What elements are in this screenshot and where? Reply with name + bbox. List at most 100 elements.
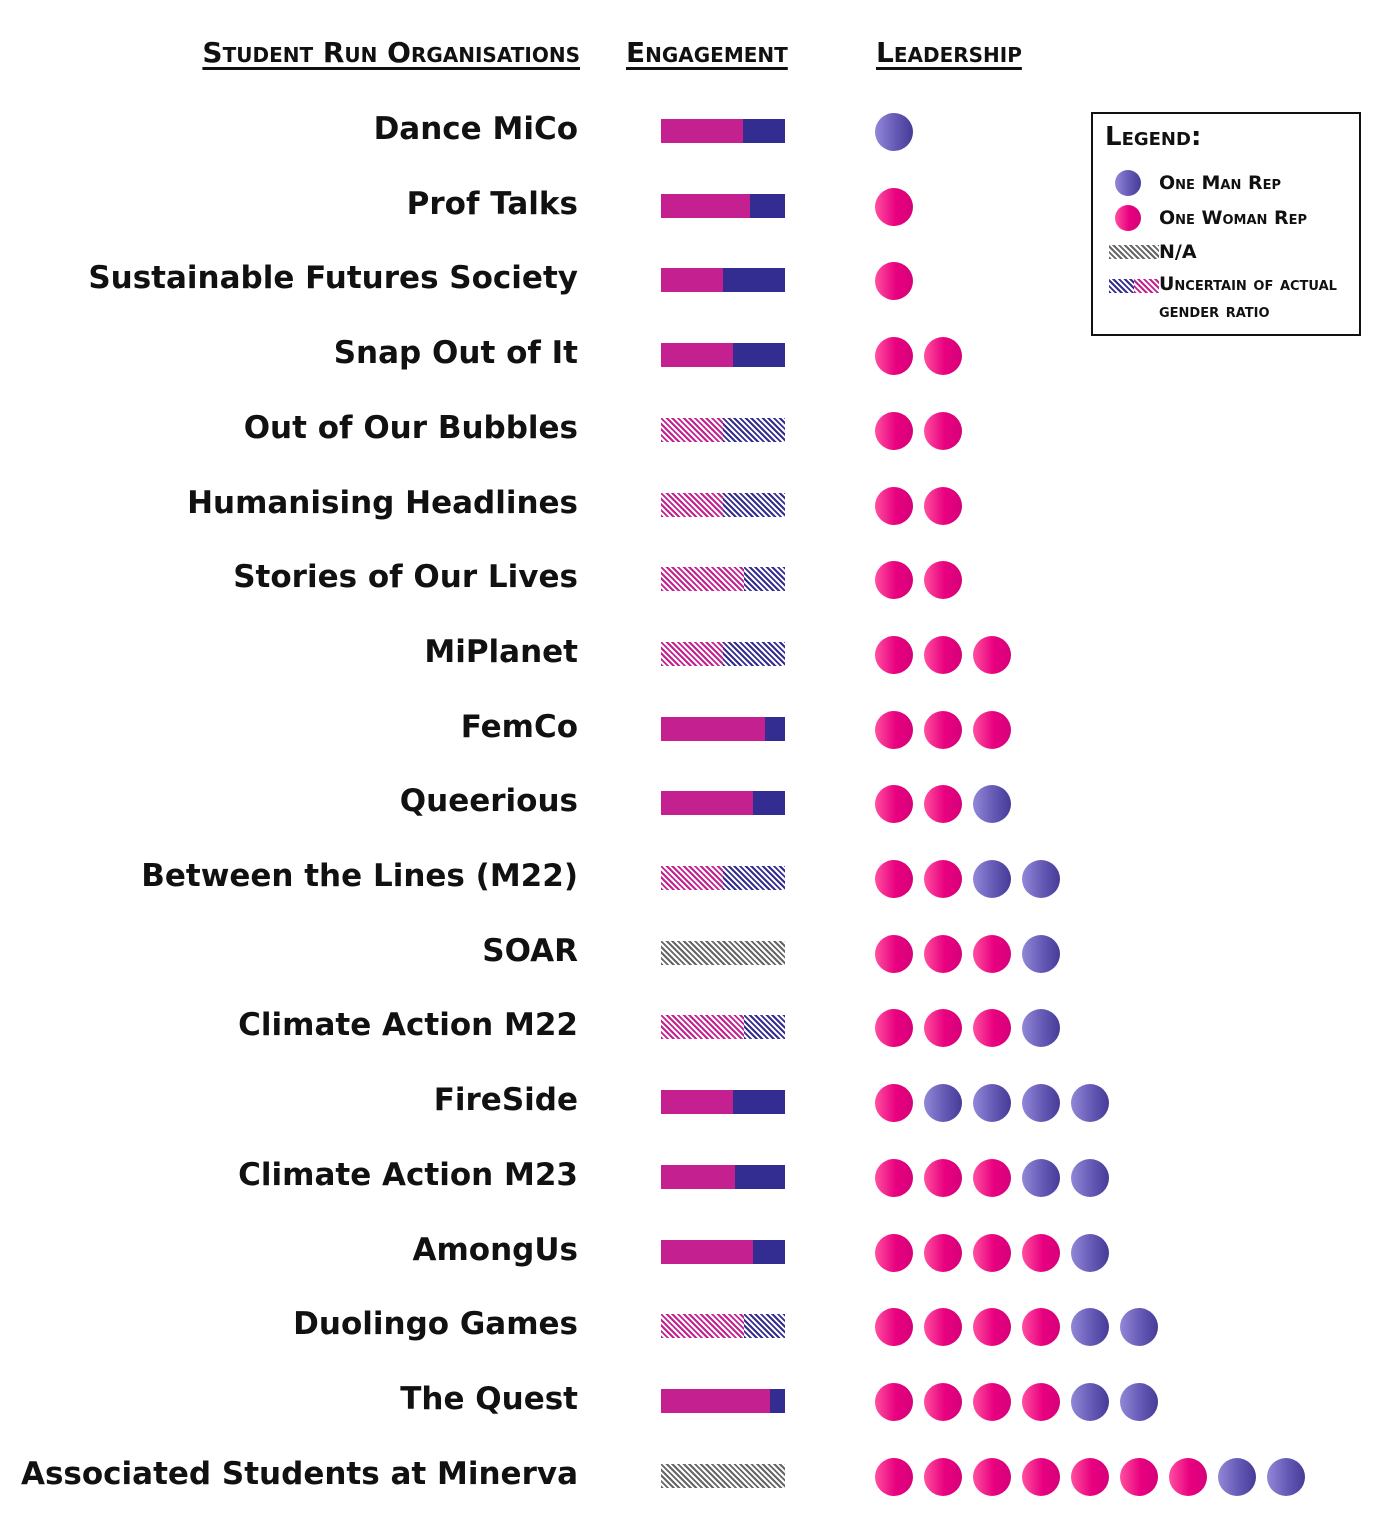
org-name: The Quest [400,1380,578,1417]
org-row: Dance MiCo [0,95,1378,170]
woman-rep-dot [1022,1233,1060,1272]
org-row: MiPlanet [0,618,1378,693]
man-rep-dot [1022,860,1060,898]
engagement-bar [661,492,785,517]
engagement-woman-segment [661,716,766,741]
org-name: MiPlanet [424,633,578,670]
engagement-woman-segment [661,119,743,143]
leadership-dots [875,1158,1109,1197]
leadership-dots [875,1233,1109,1272]
org-row: Between the Lines (M22) [0,842,1378,917]
org-row: FireSide [0,1066,1378,1141]
woman-rep-dot [973,1158,1011,1197]
org-name: Between the Lines (M22) [141,858,578,894]
engagement-man-segment [744,1015,785,1040]
engagement-woman-segment [661,193,751,218]
man-rep-dot [1022,1084,1060,1123]
woman-rep-dot [973,710,1011,749]
man-rep-dot [1071,1308,1109,1347]
engagement-woman-segment [661,417,723,442]
org-row: AmongUs [0,1216,1378,1291]
woman-rep-dot [875,710,913,749]
woman-rep-dot [973,1233,1011,1272]
org-row: Queerious [0,767,1378,842]
engagement-bar [661,1090,785,1115]
woman-rep-dot [1120,1457,1158,1496]
org-row: The Quest [0,1365,1378,1440]
engagement-man-segment [750,193,785,218]
leadership-dots [875,1308,1158,1347]
engagement-woman-segment [661,1314,745,1339]
engagement-bar [661,1164,785,1189]
engagement-man-segment [723,492,785,517]
engagement-man-segment [723,268,785,293]
woman-rep-dot [924,337,962,376]
engagement-man-segment [723,417,785,442]
org-name: Stories of Our Lives [233,559,578,596]
woman-rep-dot [924,934,962,973]
legend-label-uncertain: Uncertain of actual gender ratio [1159,273,1337,322]
woman-rep-dot [875,1158,913,1197]
org-row: Humanising Headlines [0,469,1378,544]
engagement-woman-segment [661,866,723,890]
woman-rep-dot [875,411,913,450]
engagement-bar [661,940,785,965]
woman-rep-icon [1115,205,1141,231]
engagement-man-segment [770,1388,785,1413]
engagement-man-segment [744,1314,785,1339]
man-rep-dot [875,113,913,151]
leadership-dots [875,187,913,226]
engagement-man-segment [742,119,785,143]
woman-rep-dot [924,1233,962,1272]
woman-rep-dot [924,1009,962,1048]
organisations-header: Student Run Organisations [202,36,580,69]
woman-rep-dot [875,337,913,376]
leadership-dots [875,785,1011,824]
woman-rep-dot [924,860,962,898]
org-name: Snap Out of It [333,335,578,372]
org-name: Sustainable Futures Society [88,260,578,297]
man-rep-dot [973,785,1011,824]
leadership-dots [875,262,913,301]
leadership-dots [875,1084,1109,1123]
woman-rep-dot [875,934,913,973]
org-row: Associated Students at Minerva [0,1440,1378,1515]
woman-rep-dot [875,1308,913,1347]
engagement-woman-segment [661,567,745,592]
engagement-man-segment [752,791,785,816]
engagement-bar [661,567,785,592]
leadership-dots [875,337,962,376]
org-name: Climate Action M23 [238,1156,578,1193]
engagement-bar [661,716,785,741]
engagement-man-segment [765,716,785,741]
man-rep-dot [1071,1158,1109,1197]
leadership-dots [875,1457,1305,1496]
leadership-dots [875,1009,1060,1048]
engagement-na-segment [661,1463,785,1488]
engagement-woman-segment [661,1388,771,1413]
engagement-bar [661,1463,785,1488]
legend-title: Legend: [1105,122,1202,152]
org-name: SOAR [482,932,578,969]
engagement-man-segment [744,567,785,592]
woman-rep-dot [924,1457,962,1496]
engagement-na-segment [661,940,785,965]
org-name: Dance MiCo [373,111,578,147]
engagement-woman-segment [661,343,733,368]
engagement-woman-segment [661,1015,745,1040]
woman-rep-dot [924,1158,962,1197]
leadership-dots [875,934,1060,973]
woman-rep-dot [924,785,962,824]
woman-rep-dot [875,1009,913,1048]
woman-rep-dot [924,710,962,749]
org-name: FireSide [433,1082,578,1119]
leadership-dots [875,113,913,151]
leadership-dots [875,486,962,525]
legend: Legend: One Man Rep One Woman Rep N/A Un… [1091,112,1361,336]
woman-rep-dot [1169,1457,1207,1496]
man-rep-dot [1022,934,1060,973]
engagement-bar [661,1015,785,1040]
woman-rep-dot [875,561,913,600]
woman-rep-dot [875,486,913,525]
